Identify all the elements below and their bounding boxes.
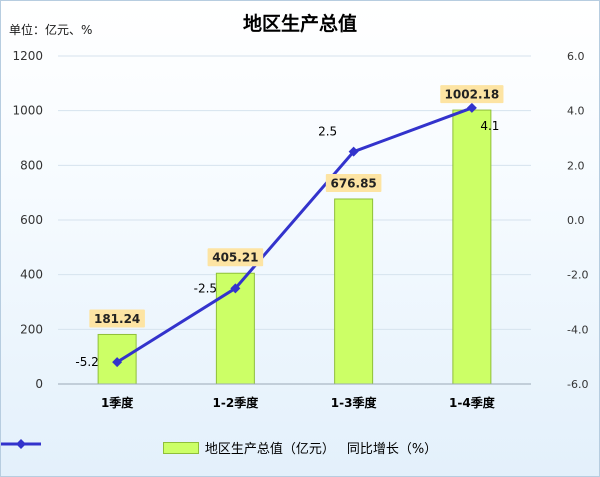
y-left-tick-label: 1200	[12, 49, 43, 63]
legend-label-gdp: 地区生产总值（亿元）	[204, 442, 335, 457]
x-tick-label: 1季度	[101, 395, 134, 410]
legend-label-growth: 同比增长（%）	[346, 442, 438, 457]
bar-data-label: 405.21	[212, 251, 258, 265]
y-right-tick-label: -2.0	[567, 269, 588, 282]
bar	[452, 109, 492, 385]
line-data-label: 2.5	[318, 125, 337, 139]
legend: 地区生产总值（亿元） 同比增长（%）	[1, 438, 599, 457]
growth-line	[116, 106, 473, 364]
legend-swatch-bar	[162, 441, 199, 454]
legend-item-growth: 同比增长（%）	[1, 438, 438, 457]
x-tick-label: 1-3季度	[331, 395, 378, 410]
y-left-tick-label: 1000	[12, 104, 43, 118]
x-tick-label: 1-2季度	[213, 395, 260, 410]
y-left-tick-label: 0	[35, 377, 43, 391]
y-right-tick-label: 4.0	[567, 105, 585, 118]
bar-label-bg	[325, 173, 382, 192]
y-left-tick-label: 800	[20, 158, 43, 172]
y-right-tick-label: 0.0	[567, 214, 585, 227]
line-data-label: -2.5	[194, 281, 217, 295]
y-right-tick-label: 2.0	[567, 159, 585, 172]
line-data-label: 4.1	[480, 119, 499, 133]
y-right-tick-label: -4.0	[567, 323, 588, 336]
y-right-tick-label: -6.0	[567, 378, 588, 391]
bar-data-label: 676.85	[330, 176, 376, 190]
bar-label-bg	[440, 85, 504, 104]
bar-data-label: 1002.18	[445, 88, 500, 102]
growth-point	[348, 146, 359, 157]
x-tick-label: 1-4季度	[449, 395, 496, 410]
bar-data-label: 181.24	[94, 312, 140, 326]
y-left-tick-label: 600	[20, 213, 43, 227]
bar	[334, 198, 374, 385]
growth-point	[112, 357, 123, 368]
line-data-label: -5.2	[75, 355, 98, 369]
chart-title: 地区生产总值	[242, 13, 357, 35]
unit-label: 单位：亿元、%	[9, 23, 93, 37]
growth-point	[466, 102, 477, 113]
y-right-tick-label: 6.0	[567, 50, 585, 63]
bar-label-bg	[207, 248, 264, 267]
growth-point	[230, 283, 241, 294]
legend-swatch-line	[1, 439, 41, 449]
y-left-tick-label: 400	[20, 268, 43, 282]
y-left-tick-label: 200	[20, 322, 43, 336]
bar-label-bg	[89, 309, 145, 328]
legend-item-gdp: 地区生产总值（亿元）	[162, 438, 335, 457]
